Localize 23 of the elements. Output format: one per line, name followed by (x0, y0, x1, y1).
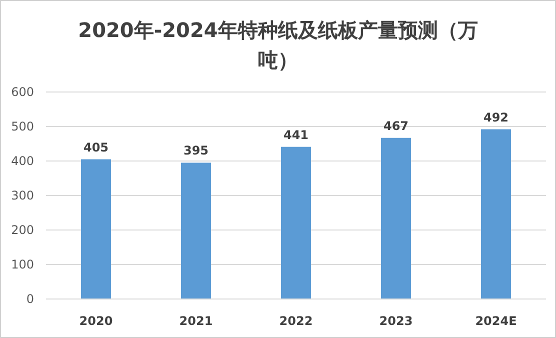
bar (481, 129, 511, 299)
bar (381, 138, 411, 299)
data-label: 467 (383, 118, 409, 133)
bar (81, 159, 111, 299)
y-tick-label: 500 (11, 120, 34, 134)
y-tick-label: 400 (11, 154, 34, 168)
data-label: 441 (283, 128, 309, 142)
y-tick-label: 100 (11, 258, 34, 272)
x-tick-label: 2024E (475, 314, 517, 328)
chart-title: 2020年-2024年特种纸及纸板产量预测（万吨） (77, 17, 479, 74)
y-tick-label: 600 (11, 85, 34, 99)
x-tick-label: 2022 (279, 314, 313, 328)
y-tick-label: 200 (11, 223, 34, 237)
x-tick-label: 2023 (379, 314, 413, 328)
data-label: 405 (83, 140, 109, 154)
data-label: 492 (483, 110, 509, 124)
bar (181, 162, 211, 299)
y-tick-label: 300 (11, 188, 34, 202)
y-tick-label: 0 (26, 292, 34, 306)
bar (281, 146, 311, 299)
data-label: 395 (183, 144, 209, 158)
x-tick-label: 2021 (179, 314, 213, 328)
x-tick-label: 2020 (79, 314, 113, 328)
